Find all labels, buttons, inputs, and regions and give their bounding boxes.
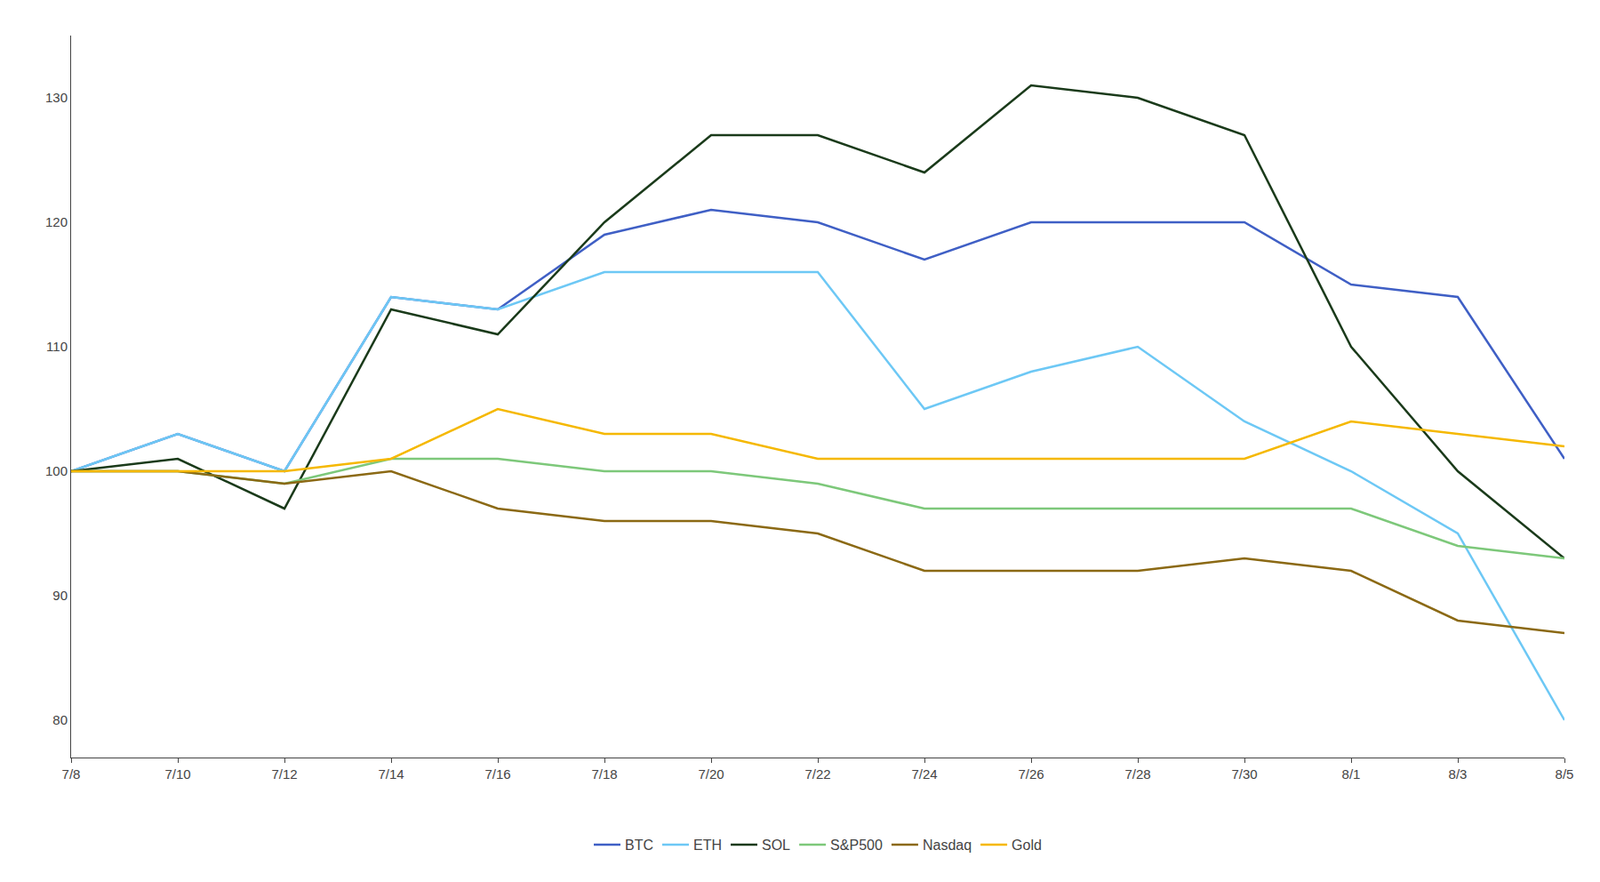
svg-text:120: 120	[45, 214, 68, 230]
svg-text:S&P500: S&P500	[830, 837, 883, 853]
svg-text:90: 90	[52, 587, 68, 603]
svg-text:8/3: 8/3	[1448, 766, 1468, 782]
svg-text:7/16: 7/16	[484, 766, 511, 782]
svg-text:7/20: 7/20	[697, 766, 724, 782]
svg-text:7/8: 7/8	[62, 766, 81, 782]
svg-text:7/28: 7/28	[1124, 766, 1151, 782]
svg-text:130: 130	[45, 89, 68, 105]
svg-text:7/12: 7/12	[271, 766, 297, 782]
svg-text:7/24: 7/24	[911, 766, 937, 782]
svg-text:7/30: 7/30	[1231, 766, 1257, 782]
svg-text:7/22: 7/22	[804, 766, 831, 782]
svg-text:8/5: 8/5	[1555, 766, 1575, 782]
svg-text:Nasdaq: Nasdaq	[922, 837, 972, 853]
svg-text:110: 110	[46, 338, 68, 354]
svg-text:100: 100	[45, 463, 68, 479]
svg-text:Gold: Gold	[1011, 837, 1042, 853]
svg-text:BTC: BTC	[624, 837, 654, 853]
svg-text:ETH: ETH	[693, 837, 722, 853]
svg-text:7/14: 7/14	[377, 766, 404, 782]
svg-text:7/10: 7/10	[164, 766, 191, 782]
svg-text:8/1: 8/1	[1342, 766, 1361, 782]
svg-text:80: 80	[52, 712, 68, 728]
svg-text:7/18: 7/18	[591, 766, 617, 782]
svg-text:SOL: SOL	[761, 837, 791, 853]
svg-text:7/26: 7/26	[1017, 766, 1044, 782]
